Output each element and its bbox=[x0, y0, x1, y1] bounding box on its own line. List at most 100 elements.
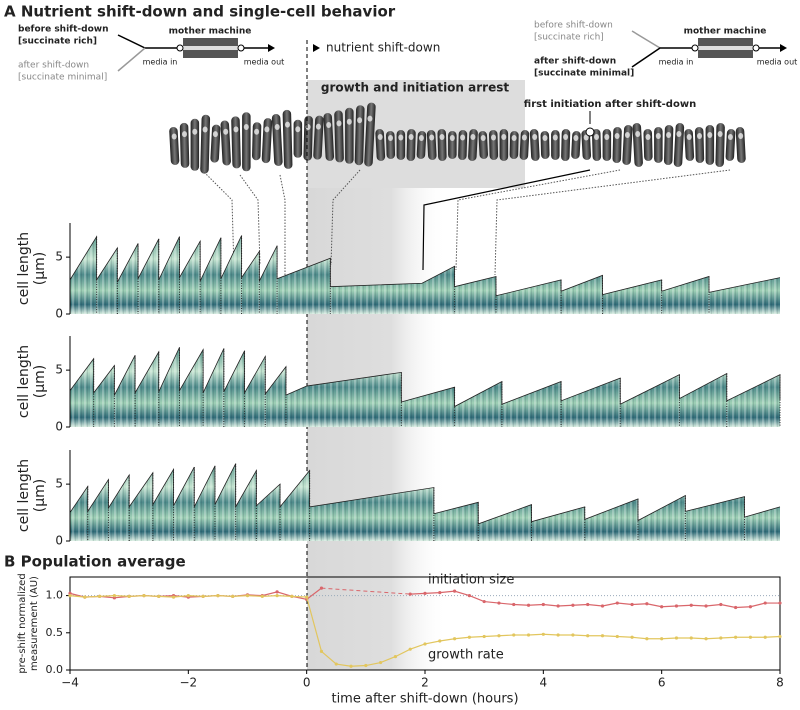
nucleoid bbox=[233, 126, 239, 133]
x-tick-label: 8 bbox=[776, 676, 784, 690]
point bbox=[112, 596, 116, 600]
point bbox=[438, 639, 442, 643]
x-tick-label: 0 bbox=[303, 676, 311, 690]
cell bbox=[529, 129, 540, 161]
x-tick-label: 4 bbox=[540, 676, 548, 690]
cell bbox=[735, 127, 746, 163]
connector bbox=[199, 167, 235, 271]
cell bbox=[313, 115, 324, 160]
device-label: mother machine bbox=[684, 27, 767, 37]
cell bbox=[179, 122, 190, 168]
nucleoid bbox=[542, 135, 548, 141]
point bbox=[719, 636, 723, 640]
nucleoid bbox=[346, 118, 352, 125]
cell bbox=[220, 120, 231, 166]
point bbox=[364, 663, 368, 668]
nucleoid bbox=[563, 134, 569, 140]
point bbox=[689, 603, 693, 607]
cell bbox=[643, 128, 653, 161]
y-axis-label: measurement (AU) bbox=[29, 576, 40, 671]
point bbox=[526, 633, 531, 637]
arrow-head bbox=[780, 44, 787, 52]
x-axis-label: time after shift-down (hours) bbox=[331, 692, 518, 707]
point bbox=[467, 635, 471, 639]
y-tick-label: 5 bbox=[55, 250, 63, 264]
nucleoid bbox=[264, 126, 270, 133]
point bbox=[734, 605, 738, 610]
point bbox=[763, 601, 767, 605]
device-channel bbox=[183, 46, 238, 50]
panel-b-title: B Population average bbox=[4, 553, 186, 571]
cell-outline bbox=[69, 463, 781, 525]
point bbox=[482, 634, 486, 639]
cell-montage bbox=[169, 102, 746, 174]
point bbox=[630, 635, 634, 639]
nucleoid bbox=[686, 134, 692, 140]
cell bbox=[261, 118, 273, 164]
point bbox=[423, 591, 427, 595]
point bbox=[645, 637, 649, 641]
cell bbox=[715, 123, 725, 168]
point bbox=[600, 604, 605, 608]
point bbox=[245, 594, 250, 598]
flow-line bbox=[631, 30, 661, 49]
series-line bbox=[410, 590, 780, 609]
y-axis-label: (µm) bbox=[32, 479, 48, 512]
cell bbox=[282, 109, 293, 169]
y-axis-label: pre-shift normalized bbox=[17, 573, 28, 673]
after-label: after shift-down bbox=[534, 57, 616, 67]
nucleoid bbox=[738, 133, 744, 139]
nucleoid bbox=[223, 128, 229, 135]
nucleoid bbox=[254, 128, 260, 135]
point bbox=[734, 635, 738, 639]
point bbox=[674, 604, 679, 608]
point bbox=[512, 602, 516, 607]
nucleoid bbox=[367, 115, 373, 122]
point bbox=[379, 660, 383, 665]
nucleoid bbox=[470, 134, 476, 140]
point bbox=[290, 594, 294, 598]
point bbox=[704, 637, 708, 641]
point bbox=[260, 594, 264, 598]
point bbox=[68, 594, 72, 598]
point bbox=[719, 602, 723, 607]
y-tick-label: 0 bbox=[55, 534, 63, 548]
cell bbox=[426, 129, 437, 160]
cell bbox=[458, 130, 468, 161]
nucleoid bbox=[192, 128, 198, 135]
cell bbox=[632, 123, 643, 167]
cell bbox=[323, 113, 335, 161]
point bbox=[452, 589, 457, 593]
nucleoid bbox=[388, 135, 393, 141]
nucleoid bbox=[717, 131, 723, 137]
kymograph-texture bbox=[70, 463, 780, 541]
arrow-head bbox=[268, 44, 275, 52]
point bbox=[438, 591, 442, 595]
nucleoid bbox=[295, 126, 301, 133]
nucleoid bbox=[439, 134, 445, 140]
flow-line bbox=[117, 47, 146, 72]
nucleoid bbox=[449, 135, 455, 141]
port bbox=[691, 44, 699, 52]
nucleoid bbox=[635, 131, 641, 137]
nucleoid bbox=[182, 131, 187, 138]
nucleoid bbox=[243, 124, 249, 131]
point bbox=[748, 635, 753, 639]
nucleoid bbox=[552, 134, 558, 141]
point bbox=[319, 586, 324, 590]
point bbox=[541, 632, 545, 636]
connector bbox=[279, 174, 286, 275]
y-axis-label: cell length bbox=[16, 232, 32, 305]
point bbox=[571, 603, 575, 607]
y-axis-label: (µm) bbox=[32, 252, 48, 285]
cell bbox=[694, 126, 705, 163]
cell bbox=[499, 129, 509, 161]
point bbox=[83, 595, 87, 599]
series-label: initiation size bbox=[428, 573, 514, 588]
point bbox=[541, 602, 545, 607]
device-label: mother machine bbox=[169, 27, 252, 37]
y-tick-label: 1.0 bbox=[46, 589, 64, 602]
cell bbox=[519, 130, 530, 161]
nucleoid bbox=[676, 131, 682, 137]
point bbox=[127, 594, 131, 598]
